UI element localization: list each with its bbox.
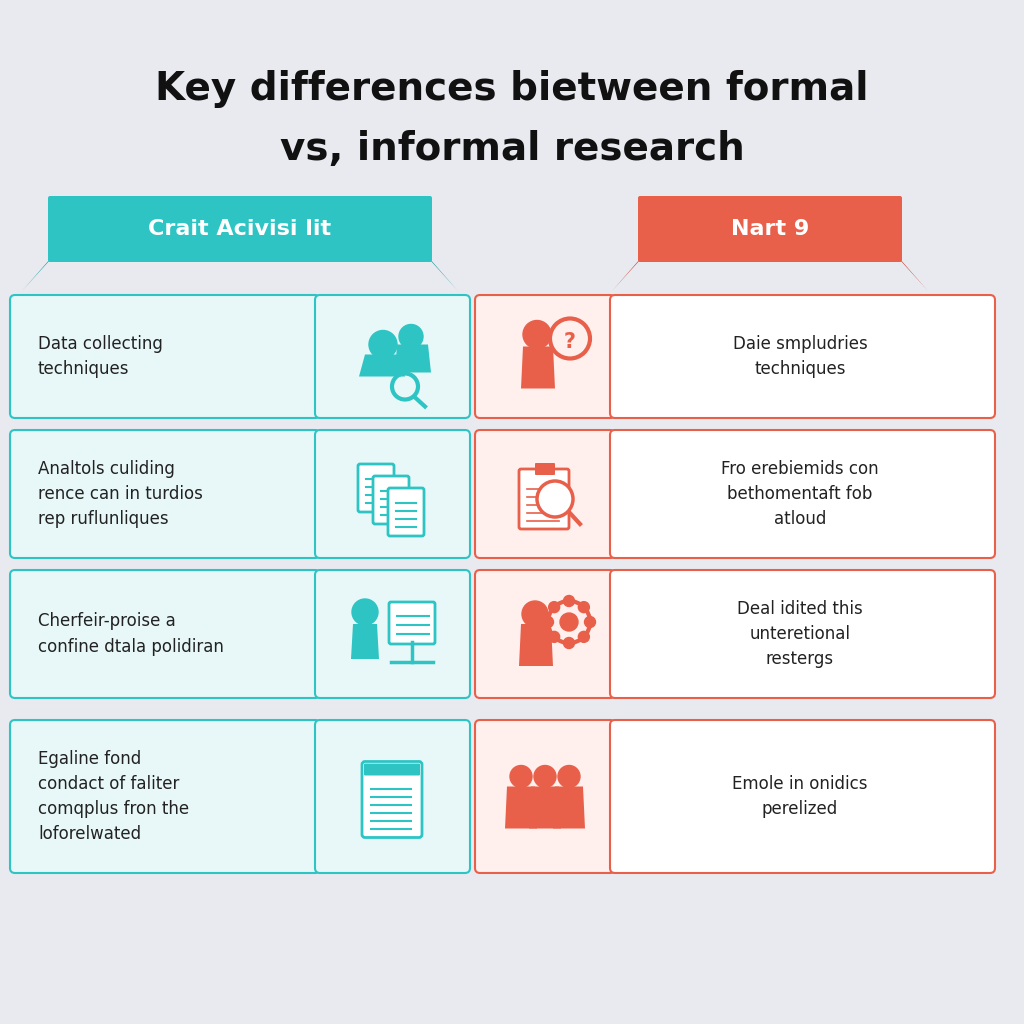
- Text: Daie smpludries
techniques: Daie smpludries techniques: [732, 335, 867, 378]
- FancyBboxPatch shape: [48, 196, 432, 262]
- FancyBboxPatch shape: [475, 295, 615, 418]
- FancyBboxPatch shape: [610, 720, 995, 873]
- Polygon shape: [351, 624, 379, 659]
- Circle shape: [369, 331, 397, 358]
- Text: Egaline fond
condact of faliter
comqplus fron the
loforelwated: Egaline fond condact of faliter comqplus…: [38, 750, 189, 843]
- Circle shape: [585, 616, 596, 628]
- Polygon shape: [521, 346, 555, 388]
- Circle shape: [560, 613, 578, 631]
- Polygon shape: [359, 354, 406, 377]
- FancyBboxPatch shape: [638, 196, 902, 262]
- Text: Emole in onidics
perelized: Emole in onidics perelized: [732, 775, 867, 818]
- FancyBboxPatch shape: [475, 570, 615, 698]
- Polygon shape: [612, 259, 640, 291]
- Polygon shape: [22, 259, 50, 291]
- FancyBboxPatch shape: [364, 764, 420, 775]
- Text: vs, informal research: vs, informal research: [280, 130, 744, 168]
- FancyBboxPatch shape: [362, 762, 422, 838]
- Polygon shape: [430, 259, 458, 291]
- Circle shape: [399, 325, 423, 348]
- Polygon shape: [505, 786, 537, 828]
- Text: Analtols culiding
rence can in turdios
rep ruflunliques: Analtols culiding rence can in turdios r…: [38, 460, 203, 528]
- FancyBboxPatch shape: [388, 488, 424, 536]
- Circle shape: [563, 596, 574, 606]
- FancyBboxPatch shape: [10, 295, 319, 418]
- Text: Cherfeir-proise a
confine dtala polidiran: Cherfeir-proise a confine dtala polidira…: [38, 612, 224, 655]
- Circle shape: [563, 638, 574, 648]
- Circle shape: [549, 632, 560, 642]
- FancyBboxPatch shape: [315, 570, 470, 698]
- Text: Crait Acivisi lit: Crait Acivisi lit: [148, 219, 332, 239]
- Text: Data collecting
techniques: Data collecting techniques: [38, 335, 163, 378]
- Text: ?: ?: [564, 332, 575, 351]
- FancyBboxPatch shape: [610, 570, 995, 698]
- Polygon shape: [900, 259, 928, 291]
- FancyBboxPatch shape: [315, 720, 470, 873]
- Polygon shape: [553, 786, 585, 828]
- Text: Deal idited this
unteretional
restergs: Deal idited this unteretional restergs: [737, 600, 863, 668]
- FancyBboxPatch shape: [358, 464, 394, 512]
- FancyBboxPatch shape: [315, 295, 470, 418]
- Circle shape: [352, 599, 378, 625]
- FancyBboxPatch shape: [475, 720, 615, 873]
- FancyBboxPatch shape: [535, 463, 555, 475]
- FancyBboxPatch shape: [475, 430, 615, 558]
- Circle shape: [579, 632, 590, 642]
- FancyBboxPatch shape: [389, 602, 435, 644]
- FancyBboxPatch shape: [10, 720, 319, 873]
- Circle shape: [537, 481, 573, 517]
- Circle shape: [558, 766, 580, 787]
- FancyBboxPatch shape: [373, 476, 409, 524]
- Circle shape: [549, 602, 560, 612]
- Circle shape: [534, 766, 556, 787]
- Text: Nart 9: Nart 9: [731, 219, 809, 239]
- Circle shape: [510, 766, 532, 787]
- FancyBboxPatch shape: [315, 430, 470, 558]
- FancyBboxPatch shape: [519, 469, 569, 529]
- Polygon shape: [519, 624, 553, 666]
- Circle shape: [543, 616, 554, 628]
- Circle shape: [523, 321, 551, 348]
- FancyBboxPatch shape: [610, 295, 995, 418]
- FancyBboxPatch shape: [10, 430, 319, 558]
- Text: Key differences bietween formal: Key differences bietween formal: [156, 70, 868, 108]
- Circle shape: [522, 601, 548, 627]
- FancyBboxPatch shape: [610, 430, 995, 558]
- Circle shape: [579, 602, 590, 612]
- Polygon shape: [529, 786, 561, 828]
- Text: Fro erebiemids con
bethomentaft fob
atloud: Fro erebiemids con bethomentaft fob atlo…: [721, 460, 879, 528]
- Polygon shape: [395, 344, 431, 373]
- FancyBboxPatch shape: [10, 570, 319, 698]
